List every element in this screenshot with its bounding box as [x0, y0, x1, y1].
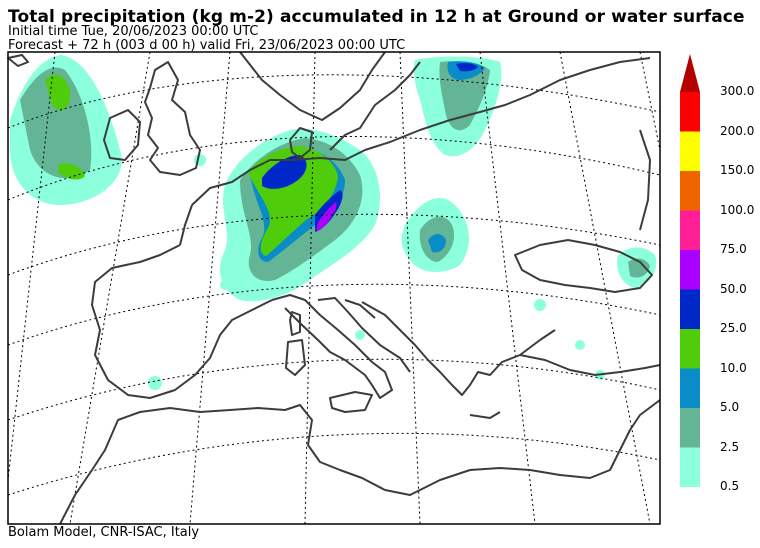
coastline-britain [144, 61, 201, 176]
colorbar-swatch [680, 447, 700, 487]
coastline-turkey [519, 354, 661, 376]
coastline-sardinia [285, 339, 306, 376]
meridian-line [189, 51, 231, 525]
precip-ne-dark [456, 63, 478, 72]
colorbar-label: 5.0 [720, 400, 740, 414]
colorbar-swatch [680, 250, 700, 290]
precip-turkey-moderate [628, 258, 650, 278]
coastline-italy [271, 294, 393, 399]
meridian-line [304, 51, 316, 525]
parallel-line [7, 432, 661, 496]
colorbar-label: 75.0 [720, 242, 747, 256]
parallel-line [7, 74, 661, 129]
initial-time: Initial time Tue, 20/06/2023 00:00 UTC [8, 24, 259, 39]
colorbar-swatch [680, 368, 700, 408]
coastline-iceland [7, 54, 29, 67]
coastline-denmark [289, 127, 313, 159]
colorbar-top-arrow [680, 54, 700, 92]
coastline-france-west [179, 204, 193, 246]
colorbar-swatch [680, 92, 700, 132]
coastline-iberia [91, 244, 273, 399]
colorbar-swatch [680, 408, 700, 448]
coastline-corsica [289, 311, 301, 336]
coastline-sweden [329, 61, 421, 151]
precip-alps-purple [316, 202, 337, 231]
map-title: Total precipitation (kg m-2) accumulated… [8, 7, 745, 27]
forecast-validity: Forecast + 72 h (003 d 00 h) valid Fri, … [8, 38, 406, 53]
coastline-blacksea [514, 239, 653, 293]
precip-cell [575, 340, 585, 350]
meridian-line [479, 51, 536, 525]
precip-cell [148, 376, 162, 390]
parallel-line [7, 358, 661, 421]
meridian-line [559, 51, 651, 525]
colorbar-label: 300.0 [720, 84, 755, 98]
meridian-line [7, 51, 56, 481]
coastlines [7, 51, 661, 525]
coastline-caspian [639, 129, 651, 231]
colorbar-label: 150.0 [720, 163, 755, 177]
precip-cell [220, 280, 230, 290]
colorbar-label: 200.0 [720, 123, 755, 138]
map-frame [7, 51, 661, 525]
colorbar-swatch [680, 131, 700, 171]
colorbar-label: 100.0 [720, 202, 755, 217]
coastline-balkans [361, 301, 556, 396]
colorbar-label: 10.0 [720, 360, 747, 375]
precip-germany-dark [262, 155, 307, 189]
precip-east-blue [428, 234, 446, 253]
meridian-line [399, 51, 421, 525]
coastline-north-africa [59, 399, 661, 525]
colorbar-swatch [680, 289, 700, 329]
precip-ne-moderate [439, 61, 490, 131]
graticule [7, 51, 661, 525]
precip-cell [534, 299, 546, 311]
coastline-norway [239, 51, 386, 121]
precip-cell [355, 330, 365, 340]
precip-atlantic-heavy2 [58, 163, 85, 180]
model-credit: Bolam Model, CNR-ISAC, Italy [8, 525, 200, 540]
parallel-line [7, 213, 661, 276]
precipitation-fields [10, 55, 657, 390]
coastline-ireland [103, 109, 141, 161]
colorbar-label: 2.5 [720, 439, 740, 454]
coastline-sicily [329, 391, 373, 413]
precip-atlantic-moderate [20, 67, 92, 179]
colorbar-swatch [680, 210, 700, 250]
map-background [8, 52, 660, 524]
colorbar-label: 25.0 [720, 321, 747, 335]
precip-cell [194, 154, 206, 166]
colorbar-label: 0.5 [720, 479, 740, 493]
coastline-adriatic [344, 299, 376, 319]
coastline-europe-north [191, 57, 651, 206]
colorbar-swatch [680, 171, 700, 211]
colorbar-swatch [680, 329, 700, 369]
colorbar-label: 50.0 [720, 281, 747, 296]
coastline-italy-east [317, 297, 411, 373]
colorbar [680, 54, 700, 487]
meridian-line [639, 51, 661, 151]
coastline-aegean-islands [469, 411, 501, 419]
